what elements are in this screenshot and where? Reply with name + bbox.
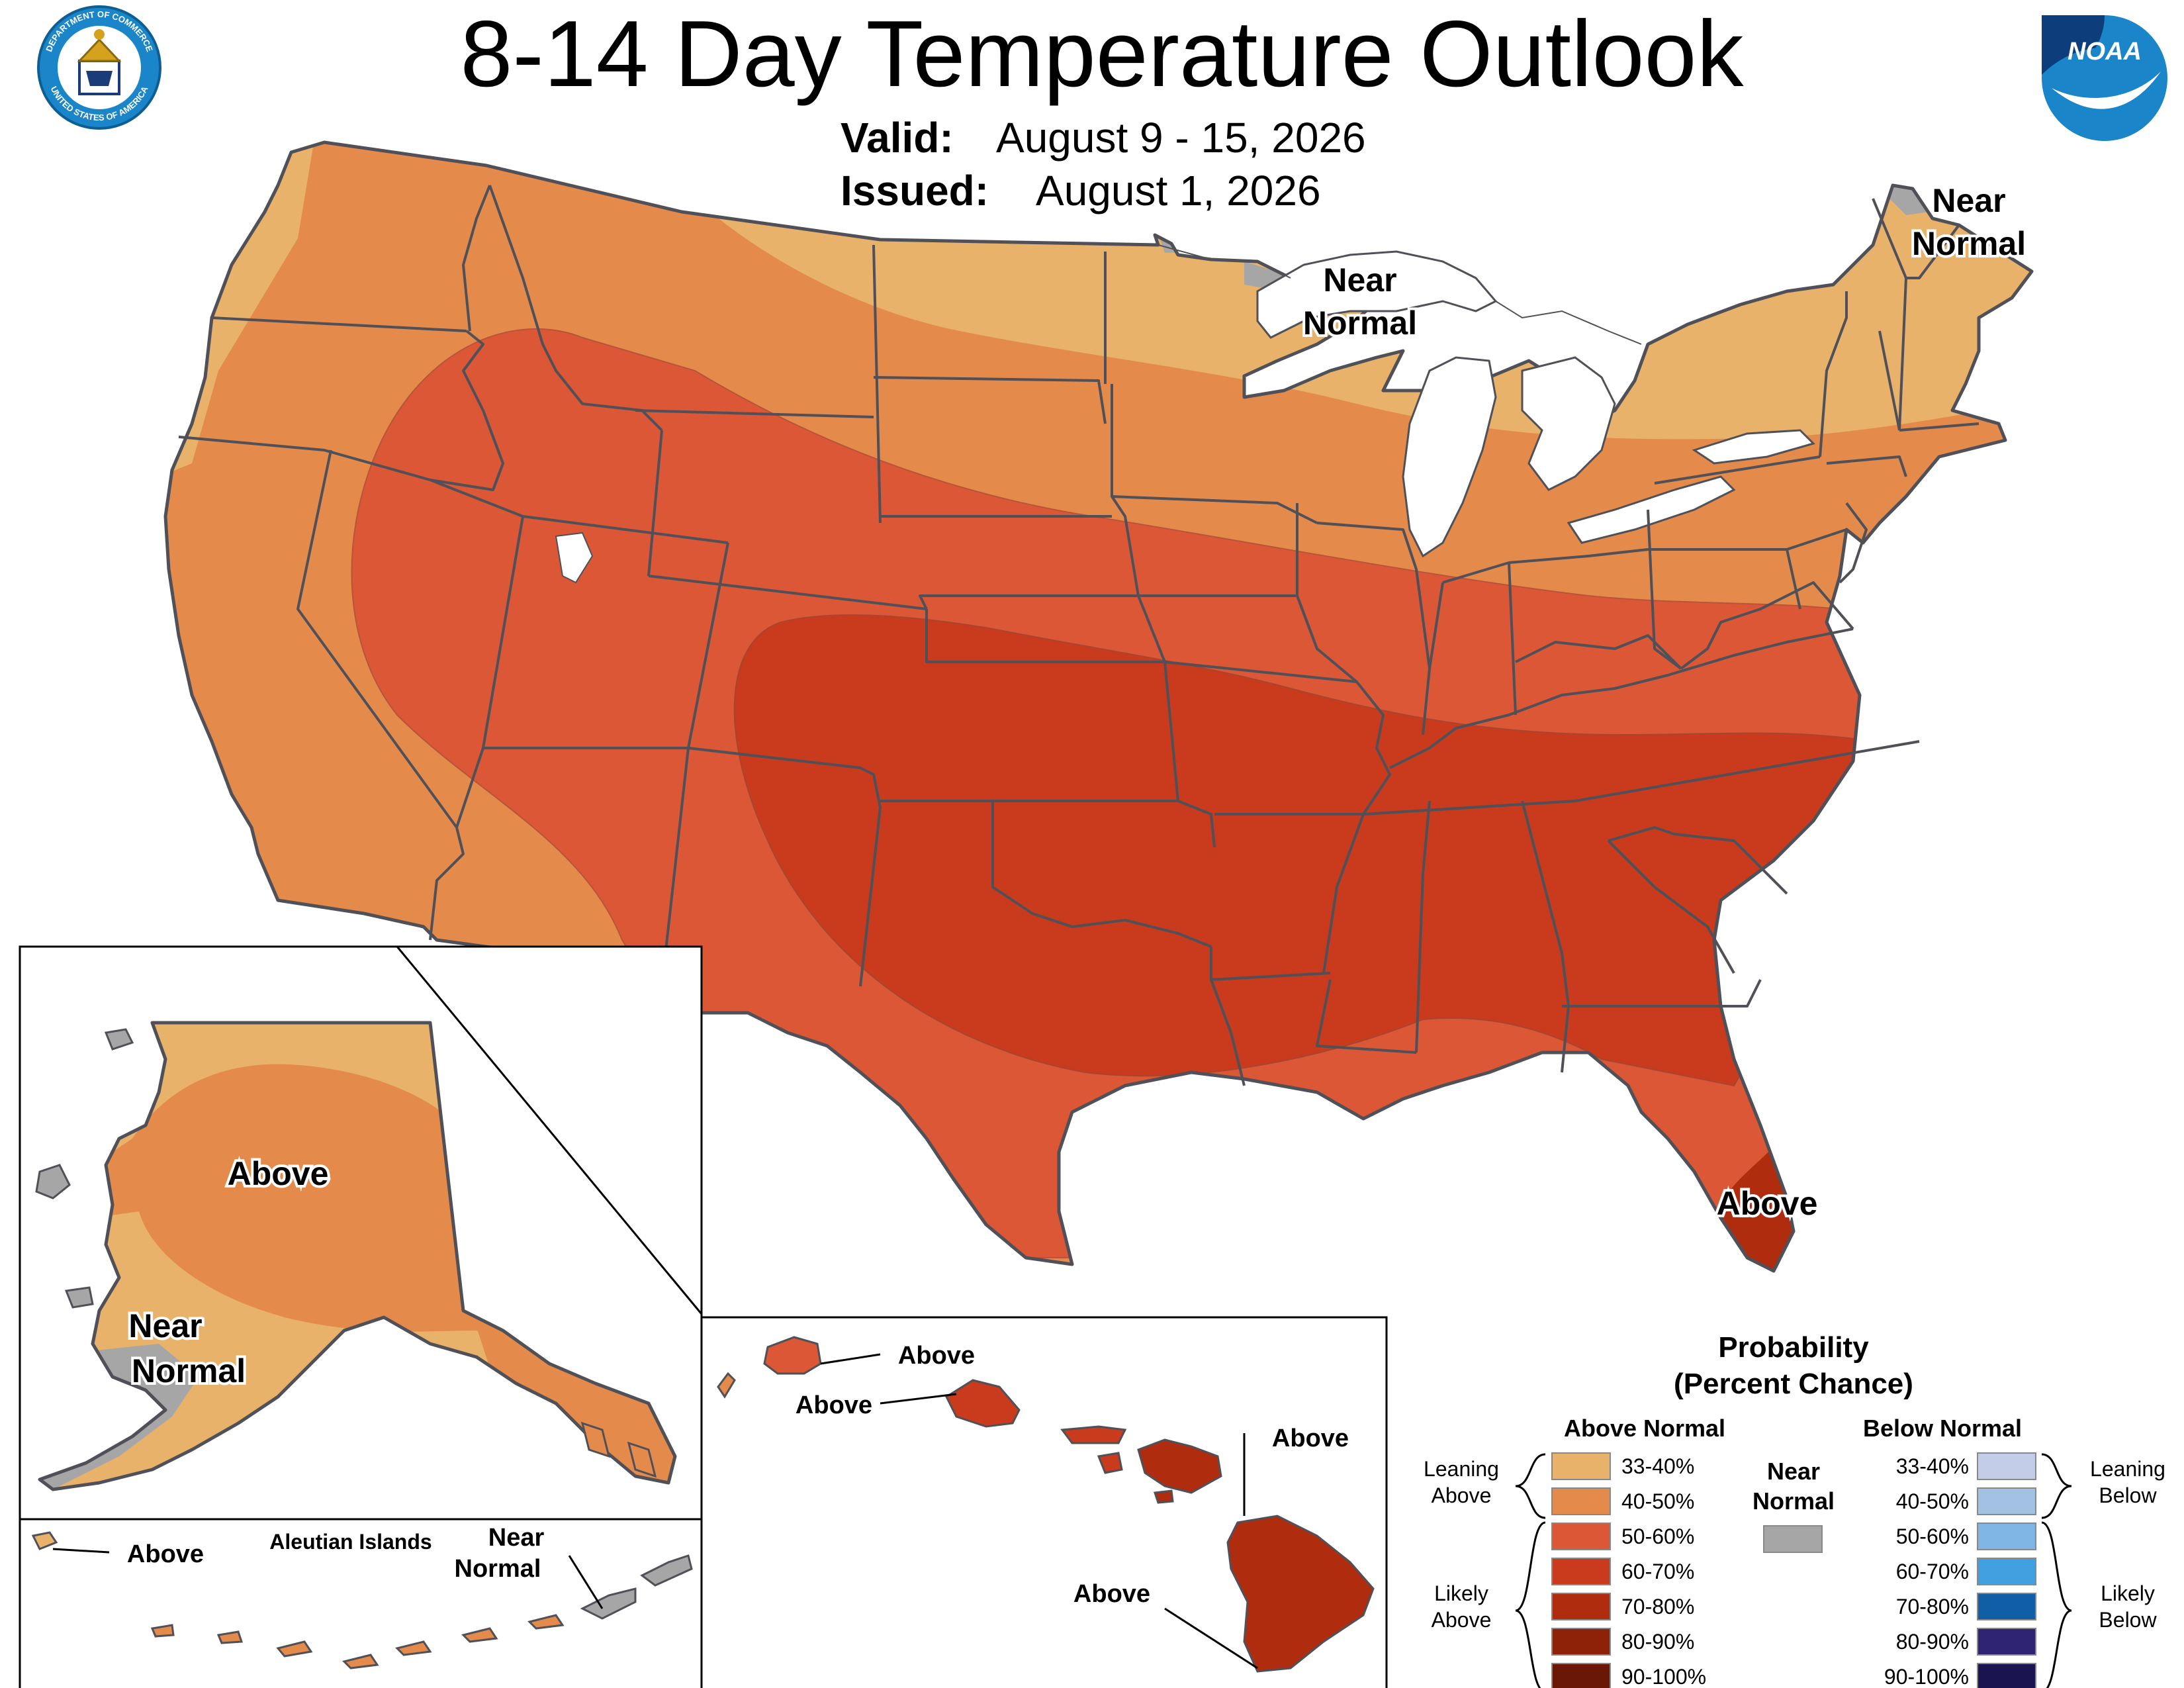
label-hawaii-kauai: Above (898, 1342, 975, 1370)
legend-swatch-above-2 (1551, 1487, 1611, 1515)
label-aleutian-title: Aleutian Islands (269, 1530, 432, 1554)
legend-label-above-3: 50-60% (1621, 1524, 1694, 1548)
legend-swatch-above-6 (1551, 1628, 1611, 1656)
legend-likely-below-1: Likely (2101, 1581, 2155, 1605)
legend-swatch-above-5 (1551, 1593, 1611, 1620)
hawaii-molokai (1060, 1425, 1127, 1444)
hawaii-inset (52, 1316, 1388, 1688)
hawaii-oahu (945, 1379, 1021, 1428)
hawaii-lanai (1097, 1452, 1123, 1474)
label-alaska-near-normal-2: Normal (132, 1352, 246, 1389)
lake-ontario (1692, 429, 1815, 465)
great-salt-lake (555, 532, 594, 584)
alaska-33-40-north (93, 1023, 450, 1165)
lake-michigan (1402, 356, 1497, 558)
legend-above-header: Above Normal (1564, 1415, 1725, 1442)
hawaii-kahoolawe (1153, 1489, 1174, 1504)
legend-likely-below-2: Below (2099, 1608, 2157, 1632)
lake-erie (1567, 475, 1736, 544)
legend-leaning-above-2: Above (1432, 1483, 1492, 1507)
svg-text:NOAA: NOAA (2068, 38, 2142, 66)
department-of-commerce-seal: DEPARTMENT OF COMMERCE UNITED STATES OF … (37, 5, 161, 130)
legend-label-above-6: 80-90% (1621, 1630, 1694, 1654)
legend-swatch-above-3 (1551, 1523, 1611, 1550)
probability-legend: Probability (Percent Chance) Above Norma… (1424, 1331, 2165, 1688)
legend-swatch-below-4 (1977, 1558, 2036, 1585)
legend-swatch-below-7 (1977, 1663, 2036, 1688)
legend-swatch-below-5 (1977, 1593, 2036, 1620)
label-near-normal-great-lakes-1: Near (1323, 261, 1396, 299)
lake-superior (1256, 250, 1498, 339)
noaa-logo: NOAA (2042, 15, 2167, 141)
label-hawaii-oahu: Above (796, 1391, 872, 1419)
label-alaska-near-normal-1: Near (128, 1307, 202, 1344)
legend-swatch-above-7 (1551, 1663, 1611, 1688)
legend-near-header-2: Normal (1752, 1487, 1835, 1515)
legend-below-rows: 33-40% 40-50% 50-60% 60-70% 70-80% 80-90% 90-1… (1884, 1452, 2036, 1688)
issued-value: August 1, 2026 (1036, 167, 1321, 214)
legend-swatch-below-1 (1977, 1452, 2036, 1480)
label-near-normal-great-lakes-2: Normal (1303, 305, 1417, 342)
valid-value: August 9 - 15, 2026 (996, 114, 1366, 162)
label-alaska-above: Above (228, 1155, 329, 1192)
legend-label-above-7: 90-100% (1621, 1665, 1706, 1688)
legend-near-header-1: Near (1767, 1458, 1820, 1485)
state-boundaries (178, 185, 1979, 1086)
hawaii-niihau (717, 1372, 736, 1399)
issued-label: Issued: (841, 167, 989, 214)
legend-label-below-2: 40-50% (1896, 1489, 1969, 1513)
label-aleutian-above: Above (127, 1540, 204, 1568)
legend-label-above-2: 40-50% (1621, 1489, 1694, 1513)
legend-label-below-6: 80-90% (1896, 1630, 1969, 1654)
valid-label: Valid: (841, 114, 954, 162)
header: 8-14 Day Temperature Outlook Valid: Augu… (460, 1, 1744, 214)
legend-leaning-below-1: Leaning (2090, 1457, 2165, 1481)
alaska-inset (19, 945, 703, 1688)
label-aleutian-near-normal-1: Near (488, 1524, 545, 1552)
legend-label-below-7: 90-100% (1884, 1665, 1969, 1688)
legend-near-swatch (1763, 1525, 1823, 1553)
region-labels: Near Normal Near Normal Above Above Near… (126, 179, 2028, 1608)
legend-label-above-1: 33-40% (1621, 1454, 1694, 1478)
legend-swatch-below-3 (1977, 1523, 2036, 1550)
legend-label-below-5: 70-80% (1896, 1595, 1969, 1618)
legend-swatch-above-4 (1551, 1558, 1611, 1585)
label-hawaii-big-island: Above (1073, 1580, 1150, 1608)
legend-leaning-below-2: Below (2099, 1483, 2157, 1507)
conus-60-70 (733, 614, 1874, 1087)
legend-title-1: Probability (1718, 1331, 1869, 1364)
legend-label-below-4: 60-70% (1896, 1560, 1969, 1583)
legend-label-below-1: 33-40% (1896, 1454, 1969, 1478)
page-title: 8-14 Day Temperature Outlook (460, 1, 1744, 107)
label-near-normal-northeast-1: Near (1932, 182, 2005, 219)
legend-below-header: Below Normal (1863, 1415, 2022, 1442)
hawaii-maui (1137, 1438, 1222, 1494)
legend-label-above-5: 70-80% (1621, 1595, 1694, 1618)
legend-likely-above-2: Above (1432, 1608, 1492, 1632)
legend-swatch-above-1 (1551, 1452, 1611, 1480)
label-hawaii-maui: Above (1272, 1425, 1349, 1452)
hawaii-kauai (763, 1336, 822, 1375)
legend-label-below-3: 50-60% (1896, 1524, 1969, 1548)
legend-leaning-above-1: Leaning (1424, 1457, 1499, 1481)
legend-label-above-4: 60-70% (1621, 1560, 1694, 1583)
lake-huron (1521, 356, 1616, 491)
aleutian-islands (31, 1531, 693, 1669)
legend-swatch-below-6 (1977, 1628, 2036, 1656)
legend-above-rows: 33-40% 40-50% 50-60% 60-70% 70-80% 80-90% 90-1… (1551, 1452, 1706, 1688)
legend-title-2: (Percent Chance) (1674, 1368, 1913, 1400)
hawaii-big-island (1226, 1515, 1375, 1673)
label-above-florida: Above (1717, 1185, 1818, 1222)
legend-swatch-below-2 (1977, 1487, 2036, 1515)
label-near-normal-northeast-2: Normal (1912, 225, 2026, 262)
label-aleutian-near-normal-2: Normal (455, 1555, 541, 1583)
legend-likely-above-1: Likely (1434, 1581, 1488, 1605)
